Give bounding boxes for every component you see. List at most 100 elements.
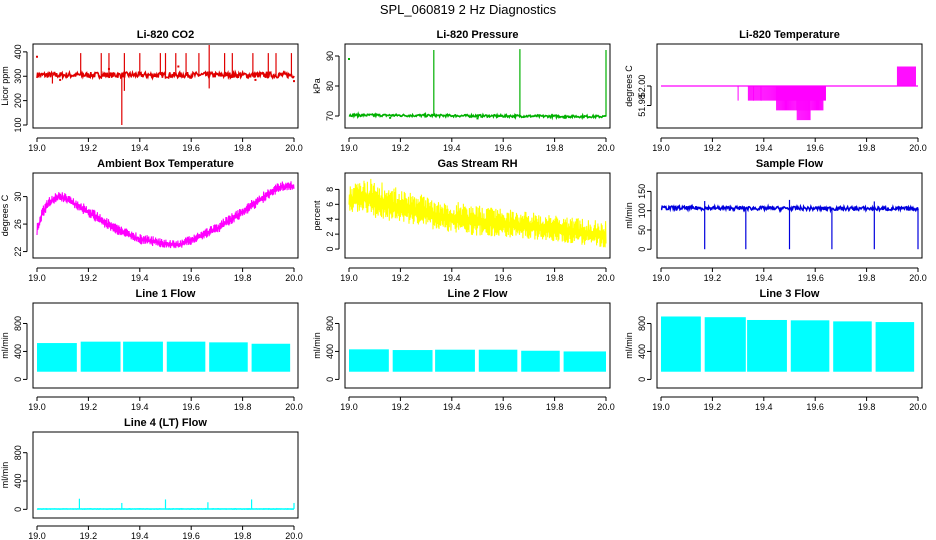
y-tick-label: 80 [325, 81, 335, 91]
series-line2 [349, 349, 606, 372]
y-tick-label: 0 [13, 507, 23, 512]
x-tick-label: 20.0 [285, 402, 303, 412]
x-tick-label: 19.4 [131, 273, 149, 283]
x-axis: 19.0 19.2 19.4 19.6 19.8 20.0 [28, 267, 303, 283]
series-rh [348, 178, 607, 248]
y-tick-label: 26 [13, 219, 23, 229]
panel-rh: Gas Stream RH 19.0 19.2 19.4 19.6 19.8 20.0 0 2 4… [312, 158, 615, 283]
x-tick-label: 19.8 [546, 402, 564, 412]
x-tick-label: 20.0 [285, 531, 303, 540]
x-tick-label: 19.8 [858, 273, 876, 283]
x-axis: 19.0 19.2 19.4 19.6 19.8 20.0 [28, 137, 303, 153]
x-tick-label: 19.2 [80, 531, 98, 540]
x-axis: 19.0 19.2 19.4 19.6 19.8 20.0 [652, 137, 927, 153]
panel-licor_temp: Li-820 Temperature 19.0 19.2 19.4 19.6 19.8 20… [624, 29, 927, 153]
y-tick-label: 30 [13, 192, 23, 202]
y-axis-label: percent [312, 200, 322, 231]
y-tick-label: 0 [637, 247, 647, 252]
y-tick-label: 400 [13, 44, 23, 59]
flow-block [790, 320, 830, 372]
data-point [389, 116, 392, 119]
flow-block [209, 342, 248, 372]
x-tick-label: 19.2 [80, 143, 98, 153]
x-tick-label: 19.6 [182, 531, 200, 540]
data-line [348, 111, 607, 121]
x-axis: 19.0 19.2 19.4 19.6 19.8 20.0 [652, 396, 927, 412]
flow-block [166, 341, 206, 372]
data-point [348, 58, 350, 60]
x-tick-label: 19.0 [652, 273, 670, 283]
x-tick-label: 19.6 [182, 402, 200, 412]
x-tick-label: 19.4 [755, 143, 773, 153]
x-tick-label: 20.0 [909, 402, 927, 412]
y-tick-label: 70 [325, 111, 335, 121]
x-tick-label: 19.0 [28, 531, 46, 540]
flow-block [521, 350, 560, 372]
flow-block [392, 350, 433, 372]
y-tick-label: 2 [325, 232, 335, 237]
x-tick-label: 19.8 [546, 143, 564, 153]
y-tick-label: 6 [325, 202, 335, 207]
series-pressure [348, 49, 607, 121]
panel-title: Line 2 Flow [448, 288, 508, 300]
y-axis: 0 400 800 [13, 445, 28, 512]
data-point [48, 72, 51, 75]
figure-title: SPL_060819 2 Hz Diagnostics [380, 2, 557, 17]
y-tick-label: 0 [637, 377, 647, 382]
panel-co2: Li-820 CO2 19.0 19.2 19.4 19.6 19.8 20.0 100 200… [0, 29, 303, 153]
plot-frame [656, 302, 923, 389]
y-axis-label: kPa [312, 78, 322, 94]
data-line [36, 69, 295, 81]
x-axis: 19.0 19.2 19.4 19.6 19.8 20.0 [340, 267, 615, 283]
flow-block [251, 343, 291, 372]
x-tick-label: 20.0 [597, 402, 615, 412]
y-tick-label: 8 [325, 187, 335, 192]
y-tick-label: 150 [637, 184, 647, 199]
y-axis-label: ml/min [624, 332, 634, 359]
plot-frame [32, 43, 299, 129]
flow-block [80, 341, 121, 372]
x-axis: 19.0 19.2 19.4 19.6 19.8 20.0 [652, 267, 927, 283]
series-line1 [37, 341, 291, 372]
series-box_temp [36, 181, 295, 249]
flow-block [349, 349, 389, 372]
panel-pressure: Li-820 Pressure 19.0 19.2 19.4 19.6 19.8 20.0 7… [312, 29, 615, 153]
x-tick-label: 19.6 [806, 143, 824, 153]
x-tick-label: 19.4 [443, 143, 461, 153]
y-tick-label: 0 [13, 377, 23, 382]
y-tick-label: 300 [13, 69, 23, 84]
y-tick-label: 400 [325, 344, 335, 359]
series-line3 [661, 316, 915, 372]
flow-block [747, 319, 787, 372]
y-tick-label: 100 [637, 203, 647, 218]
series-co2 [36, 45, 295, 125]
data-line [348, 178, 607, 248]
plot-frame [32, 172, 299, 259]
y-axis: 0 400 800 [13, 316, 28, 382]
plot-frame [656, 43, 923, 129]
x-tick-label: 19.2 [392, 402, 410, 412]
y-axis-label: ml/min [624, 202, 634, 229]
y-tick-label: 200 [13, 93, 23, 108]
flow-block [563, 351, 606, 372]
data-point [107, 67, 110, 70]
x-tick-label: 19.8 [858, 402, 876, 412]
x-tick-label: 19.2 [704, 273, 722, 283]
panel-title: Li-820 CO2 [137, 29, 194, 41]
flow-block [704, 317, 746, 372]
y-tick-label: 400 [13, 344, 23, 359]
y-axis-label: ml/min [0, 332, 10, 359]
x-tick-label: 19.0 [340, 273, 358, 283]
y-tick-label: 52.00 [637, 75, 647, 98]
y-tick-label: 400 [13, 474, 23, 489]
x-tick-label: 19.4 [131, 143, 149, 153]
x-tick-label: 19.4 [755, 273, 773, 283]
x-tick-label: 19.8 [234, 402, 252, 412]
x-tick-label: 19.8 [546, 273, 564, 283]
flow-block [478, 349, 518, 372]
x-tick-label: 19.4 [443, 273, 461, 283]
x-tick-label: 20.0 [909, 273, 927, 283]
